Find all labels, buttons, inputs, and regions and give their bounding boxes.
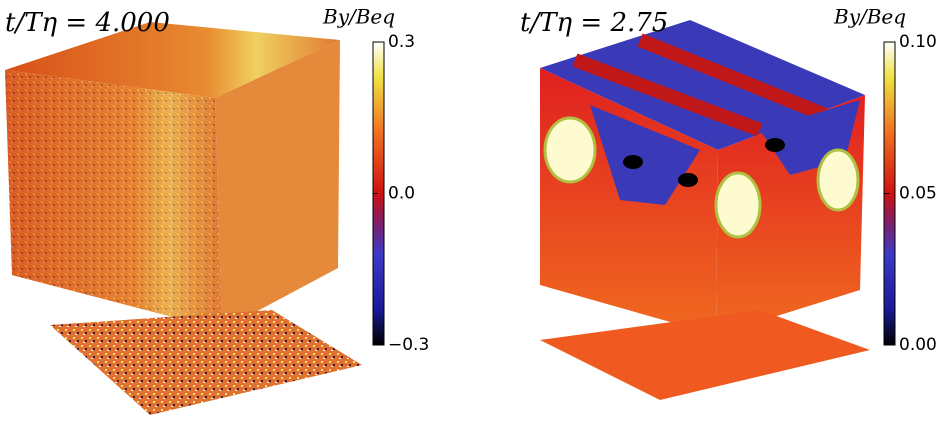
panel-title: t/Tη = 2.75 — [520, 8, 668, 38]
panels: t/Tη = 4.000 By/Beq 0.3 0.0 −0.3 t/Tη = 2.75 B… — [5, 5, 937, 356]
panel-title: t/Tη = 4.000 — [5, 8, 170, 38]
right-cube — [540, 20, 870, 400]
left-cube — [5, 22, 362, 415]
colorbar-tick-label: −0.3 — [388, 335, 429, 355]
colorbar-label: By/Beq — [833, 5, 906, 29]
colorbar-label: By/Beq — [322, 5, 395, 29]
colorbar-tick-label: 0.10 — [899, 32, 937, 52]
colorbar-tick-label: 0.05 — [899, 184, 937, 204]
colorbar-tick-label: 0.0 — [388, 184, 415, 204]
colorbar-tick-label: 0.3 — [388, 32, 415, 52]
colorbar-tick-label: 0.00 — [899, 335, 937, 355]
